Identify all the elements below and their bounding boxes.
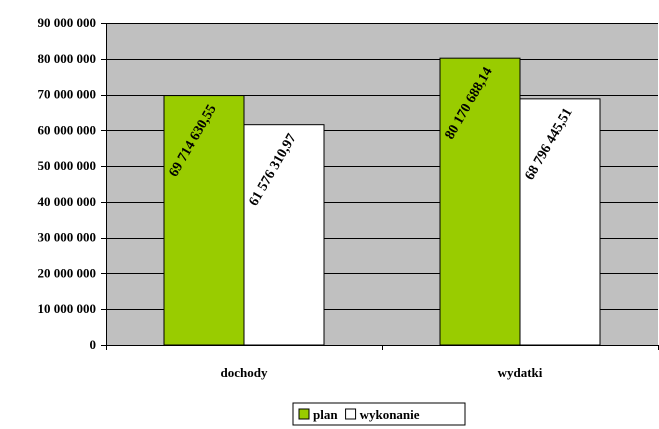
legend-box bbox=[292, 402, 466, 426]
bar-plan-wydatki bbox=[439, 57, 521, 346]
legend: plan wykonanie bbox=[292, 402, 466, 426]
y-tick-label: 80 000 000 bbox=[38, 51, 97, 66]
y-tick-label: 30 000 000 bbox=[38, 230, 97, 245]
bar-plan-dochody bbox=[163, 95, 245, 346]
y-tick-label: 0 bbox=[90, 337, 97, 352]
bar-wykonanie-wydatki bbox=[519, 98, 601, 346]
legend-swatch-wykonanie bbox=[345, 408, 357, 420]
y-tick-label: 70 000 000 bbox=[38, 87, 97, 102]
y-tick-label: 90 000 000 bbox=[38, 15, 97, 30]
legend-label-wykonanie: wykonanie bbox=[360, 407, 420, 422]
x-axis-category-labels: dochody wydatki bbox=[221, 365, 543, 380]
y-axis-tick-labels: 0 10 000 000 20 000 000 30 000 000 40 000 00… bbox=[38, 15, 97, 352]
y-tick-label: 40 000 000 bbox=[38, 194, 97, 209]
y-tick-label: 10 000 000 bbox=[38, 301, 97, 316]
legend-swatch-plan bbox=[298, 408, 310, 420]
bars bbox=[163, 57, 601, 346]
y-tick-label: 50 000 000 bbox=[38, 158, 97, 173]
y-tick-label: 20 000 000 bbox=[38, 265, 97, 280]
y-tick-label: 60 000 000 bbox=[38, 122, 97, 137]
legend-label-plan: plan bbox=[313, 407, 338, 422]
category-label-dochody: dochody bbox=[221, 365, 268, 380]
category-label-wydatki: wydatki bbox=[498, 365, 543, 380]
bar-wykonanie-dochody bbox=[243, 124, 325, 346]
